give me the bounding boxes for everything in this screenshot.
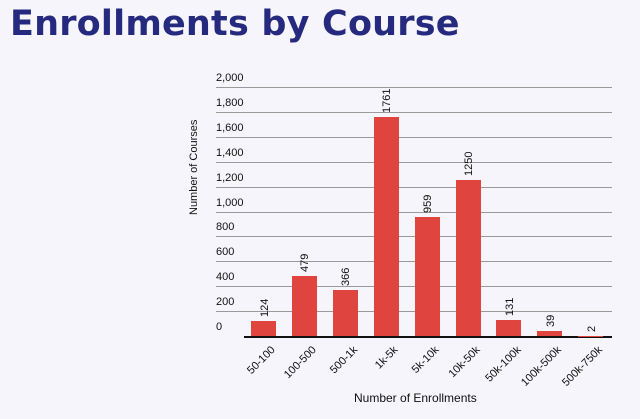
y-tick-label: 2,000	[216, 72, 244, 84]
x-tick-label: 1k-5k	[373, 344, 401, 372]
bar-value-label: 39	[544, 314, 557, 328]
bar	[414, 216, 440, 336]
gridline	[216, 261, 612, 263]
x-tick-label: 500-1k	[327, 344, 360, 377]
bar-value-label: 2	[585, 325, 598, 332]
gridline	[216, 186, 612, 188]
x-tick-label: 100k-500k	[519, 344, 565, 389]
x-tick-label: 10k-50k	[446, 344, 483, 381]
y-tick-label: 400	[216, 271, 235, 284]
y-tick-label: 0	[216, 321, 223, 333]
gridline	[216, 111, 612, 113]
bar-value-label: 479	[299, 254, 312, 273]
bar	[373, 116, 399, 336]
gridline	[216, 161, 612, 163]
bar-value-label: 1250	[463, 151, 475, 177]
bar-value-label: 366	[340, 268, 353, 287]
gridline	[216, 136, 612, 138]
bar-value-label: 131	[503, 297, 516, 316]
gridline	[216, 211, 612, 213]
y-tick-label: 1,000	[216, 196, 244, 209]
x-tick-label: 5k-10k	[409, 344, 442, 376]
bar-value-label: 124	[258, 298, 271, 317]
y-axis-title: Number of Courses	[188, 119, 200, 215]
bar	[455, 180, 481, 336]
bar	[291, 276, 317, 336]
y-tick-label: 600	[216, 246, 235, 259]
x-tick-label: 100-500	[281, 344, 319, 382]
bar	[496, 319, 522, 336]
y-tick-label: 1,400	[216, 146, 244, 159]
y-tick-label: 1,200	[216, 171, 244, 184]
bar-value-label: 959	[422, 194, 435, 213]
bar	[332, 290, 358, 336]
x-tick-label: 50-100	[245, 344, 278, 377]
y-tick-label: 1,800	[216, 96, 244, 109]
x-tick-label: 500k-750k	[560, 344, 606, 389]
gridline	[216, 87, 612, 88]
gridline	[216, 286, 612, 288]
bar	[251, 320, 276, 336]
gridline	[216, 236, 612, 238]
x-tick-label: 50k-100k	[482, 344, 524, 385]
bar-value-label: 1761	[381, 88, 394, 113]
gridline	[216, 311, 612, 313]
x-axis-title: Number of Enrollments	[354, 391, 477, 405]
y-tick-label: 800	[216, 221, 235, 234]
bar	[537, 331, 563, 336]
y-tick-label: 1,600	[216, 121, 244, 134]
x-axis-line	[244, 336, 612, 338]
chart-title: Enrollments by Course	[10, 4, 460, 44]
y-tick-label: 200	[216, 296, 235, 309]
